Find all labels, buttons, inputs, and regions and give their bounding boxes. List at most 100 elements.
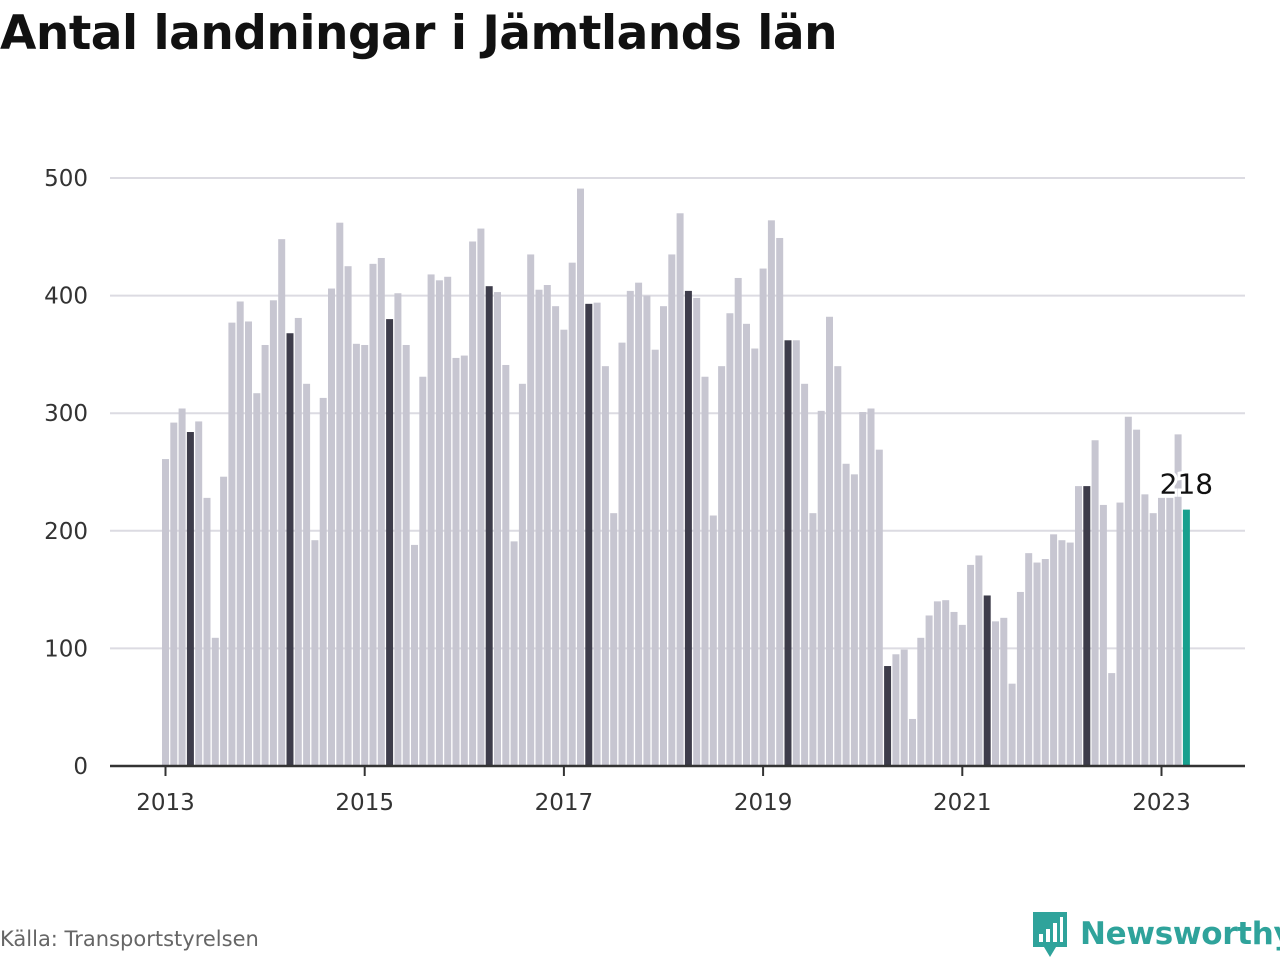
- bar: [859, 412, 867, 766]
- bar: [834, 366, 842, 766]
- bar: [660, 306, 667, 766]
- bar: [1166, 497, 1174, 766]
- bar: [328, 288, 335, 766]
- bar: [419, 376, 427, 766]
- bar: [444, 276, 452, 766]
- bar: [809, 513, 817, 766]
- bar: [734, 277, 742, 766]
- bar: [751, 348, 759, 766]
- bar: [909, 718, 916, 766]
- bar: [411, 544, 418, 766]
- bar: [1108, 673, 1116, 766]
- bar: [352, 343, 360, 766]
- bar: [1133, 429, 1141, 766]
- bar: [743, 323, 750, 766]
- bar: [718, 366, 726, 766]
- bar: [336, 222, 344, 767]
- bar: [552, 306, 560, 766]
- chart-title: Antal landningar i Jämtlands län: [0, 6, 838, 61]
- bar: [693, 297, 701, 766]
- bar: [1058, 540, 1066, 766]
- annotations: 218: [1157, 465, 1216, 504]
- bar: [1158, 497, 1165, 766]
- bar: [294, 317, 302, 766]
- bar: [311, 540, 319, 766]
- bar: [850, 474, 858, 766]
- bar: [875, 449, 883, 766]
- bar: [394, 293, 402, 766]
- x-tick-label: 2023: [1132, 790, 1191, 816]
- bar: [386, 319, 394, 766]
- bar: [784, 340, 792, 766]
- bar: [817, 410, 825, 766]
- bar: [402, 344, 410, 766]
- bar: [992, 621, 999, 766]
- bar: [684, 290, 692, 766]
- bar: [668, 254, 676, 766]
- bar: [867, 408, 875, 766]
- bar: [435, 280, 443, 766]
- bar: [261, 344, 269, 766]
- bar: [842, 463, 850, 766]
- bar: [577, 188, 584, 767]
- bar: [618, 342, 626, 766]
- x-tick-label: 2019: [734, 790, 793, 816]
- bar: [220, 476, 228, 766]
- bar: [792, 340, 800, 766]
- bar: [1141, 494, 1149, 766]
- bar: [1083, 486, 1091, 766]
- bar: [377, 257, 385, 766]
- bar: [1066, 542, 1074, 766]
- bar: [900, 649, 908, 766]
- bar: [958, 624, 966, 766]
- bar: [767, 220, 775, 766]
- bar: [162, 459, 169, 766]
- brand-logo: Newsworthy: [1030, 908, 1280, 960]
- bar: [1000, 617, 1008, 766]
- bar: [477, 228, 485, 766]
- bar: [1149, 513, 1157, 766]
- bar: [975, 555, 983, 766]
- x-axis: 2013 2015 2017 2019 2021 2023: [110, 764, 1245, 816]
- bar: [518, 383, 526, 766]
- bar: [1174, 434, 1182, 766]
- x-tick-label: 2015: [335, 790, 394, 816]
- x-tick-label: 2013: [136, 790, 195, 816]
- bar: [701, 376, 709, 766]
- bar: [626, 290, 634, 766]
- bars: [162, 188, 1190, 767]
- bar: [469, 241, 477, 766]
- bar: [170, 422, 178, 766]
- bar: [643, 295, 651, 766]
- brand-name: Newsworthy: [1080, 916, 1280, 952]
- bar: [211, 637, 219, 766]
- bar: [925, 615, 933, 766]
- bar: [709, 515, 717, 766]
- y-tick-label: 200: [44, 519, 88, 545]
- bar: [535, 289, 543, 766]
- bar: [494, 292, 501, 766]
- bar: [1182, 509, 1190, 766]
- bar: [892, 654, 900, 766]
- y-tick-label: 300: [44, 401, 88, 427]
- bar: [950, 611, 958, 766]
- bar: [452, 357, 460, 766]
- bar: [319, 397, 327, 766]
- bar: [917, 637, 925, 766]
- bar-chart-speech-bubble-icon: [1033, 912, 1067, 957]
- bar: [286, 333, 294, 766]
- bar: [651, 349, 659, 766]
- bar: [344, 266, 352, 766]
- bar: [601, 366, 609, 766]
- bar: [245, 321, 252, 766]
- bar: [676, 213, 684, 766]
- bar: [178, 408, 186, 766]
- bar: [236, 301, 244, 766]
- bar: [967, 564, 975, 766]
- bar: [1041, 559, 1049, 766]
- bar: [610, 513, 618, 766]
- bar: [884, 666, 892, 766]
- bar: [1016, 591, 1024, 766]
- bar: [1025, 553, 1033, 766]
- y-axis-ticks: 0 100 200 300 400 500: [44, 166, 88, 780]
